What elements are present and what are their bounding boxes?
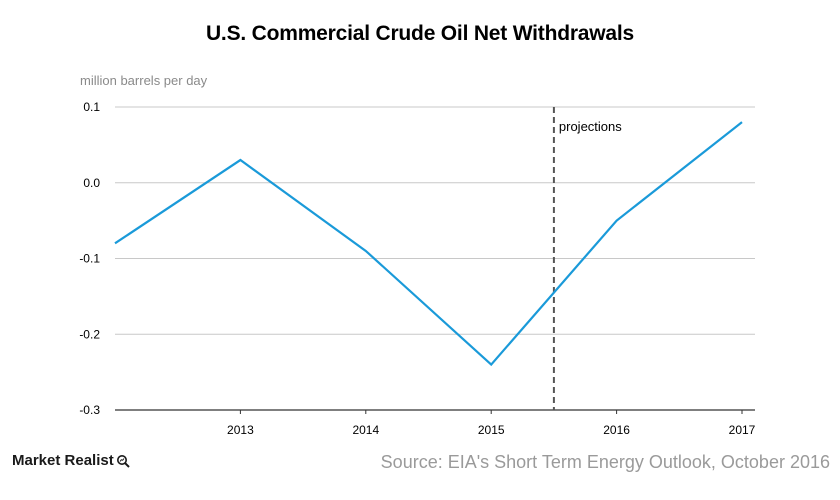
- projection-label: projections: [559, 119, 622, 134]
- grid-lines: [115, 106, 755, 414]
- source-note: Source: EIA's Short Term Energy Outlook,…: [380, 452, 830, 472]
- y-tick-label: 0.0: [83, 176, 100, 190]
- projection-divider: projections: [552, 107, 622, 410]
- magnifier-icon: [116, 454, 130, 468]
- x-tick-label: 2014: [352, 423, 379, 437]
- x-tick-labels: 2013 2014 2015 2016 2017: [227, 423, 756, 437]
- y-tick-label: -0.1: [79, 252, 100, 266]
- y-axis-unit-label: million barrels per day: [80, 73, 208, 88]
- y-tick-label: -0.3: [79, 403, 100, 417]
- x-tick-label: 2016: [603, 423, 630, 437]
- brand-logo: Market Realist: [12, 452, 130, 469]
- y-tick-label: 0.1: [83, 100, 100, 114]
- brand-name: Market Realist: [12, 452, 114, 469]
- data-series: [114, 121, 743, 367]
- chart-title: U.S. Commercial Crude Oil Net Withdrawal…: [205, 22, 635, 45]
- y-tick-label: -0.2: [79, 327, 100, 341]
- x-tick-label: 2015: [478, 423, 505, 437]
- y-tick-labels: 0.1 0.0 -0.1 -0.2 -0.3: [79, 100, 100, 417]
- x-tick-label: 2017: [729, 423, 756, 437]
- series-line: [114, 121, 743, 367]
- x-tick-label: 2013: [227, 423, 254, 437]
